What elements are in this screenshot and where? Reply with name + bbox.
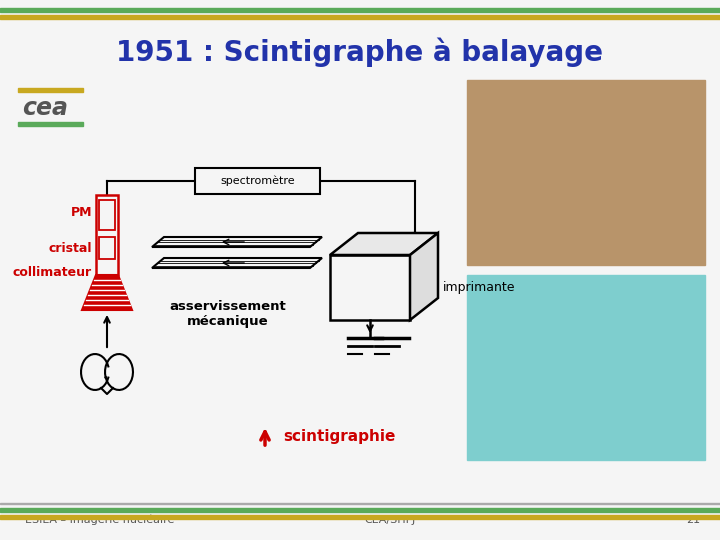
Polygon shape <box>410 233 438 320</box>
Bar <box>18 88 83 92</box>
Polygon shape <box>330 233 438 255</box>
Polygon shape <box>82 275 132 310</box>
Bar <box>0 515 720 519</box>
Text: CEA/SHFJ: CEA/SHFJ <box>364 515 415 525</box>
Text: cea: cea <box>22 96 68 120</box>
Text: asservissement
mécanique: asservissement mécanique <box>170 300 287 328</box>
Bar <box>0 508 720 512</box>
Bar <box>99 237 115 259</box>
Bar <box>96 195 118 275</box>
Text: ESIEA – Imagerie nucléaire: ESIEA – Imagerie nucléaire <box>25 515 174 525</box>
Bar <box>99 200 115 230</box>
Bar <box>18 122 83 126</box>
Bar <box>0 8 720 12</box>
Bar <box>0 15 720 19</box>
Text: 1951 : Scintigraphe à balayage: 1951 : Scintigraphe à balayage <box>117 37 603 67</box>
Text: collimateur: collimateur <box>13 267 92 280</box>
Bar <box>0 503 720 504</box>
Text: imprimante: imprimante <box>443 281 516 294</box>
Bar <box>330 255 410 320</box>
Text: PM: PM <box>71 206 92 219</box>
Bar <box>467 80 705 265</box>
Bar <box>195 168 320 194</box>
Text: cristal: cristal <box>48 241 92 254</box>
Text: spectromètre: spectromètre <box>220 176 294 186</box>
Text: scintigraphie: scintigraphie <box>283 429 395 444</box>
Text: 21: 21 <box>686 515 700 525</box>
Bar <box>467 275 705 460</box>
